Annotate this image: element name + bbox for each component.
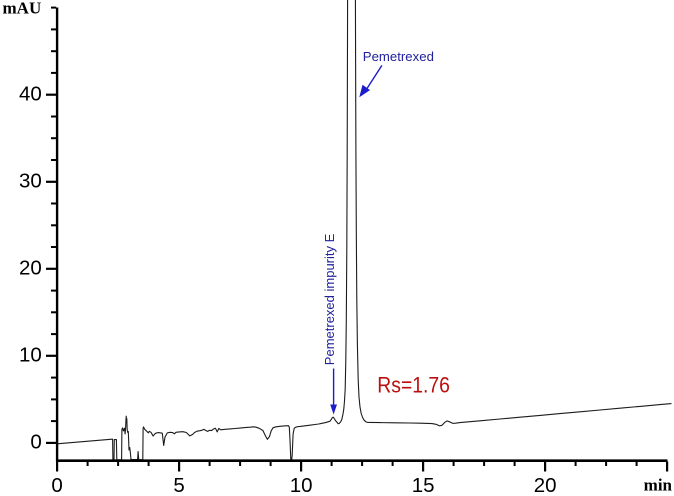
- svg-text:0: 0: [30, 431, 41, 454]
- svg-text:Pemetrexed: Pemetrexed: [363, 49, 434, 64]
- svg-text:10: 10: [290, 474, 313, 496]
- svg-text:5: 5: [173, 474, 184, 496]
- svg-text:mAU: mAU: [3, 0, 42, 18]
- svg-text:min: min: [644, 476, 673, 495]
- svg-text:20: 20: [534, 474, 557, 496]
- svg-text:20: 20: [19, 256, 42, 279]
- svg-text:30: 30: [19, 169, 42, 192]
- svg-text:Rs=1.76: Rs=1.76: [377, 373, 450, 398]
- svg-text:0: 0: [51, 474, 62, 496]
- svg-text:Pemetrexed impurity E: Pemetrexed impurity E: [322, 233, 337, 365]
- svg-text:40: 40: [19, 82, 42, 105]
- svg-text:10: 10: [19, 343, 42, 366]
- svg-text:15: 15: [412, 474, 435, 496]
